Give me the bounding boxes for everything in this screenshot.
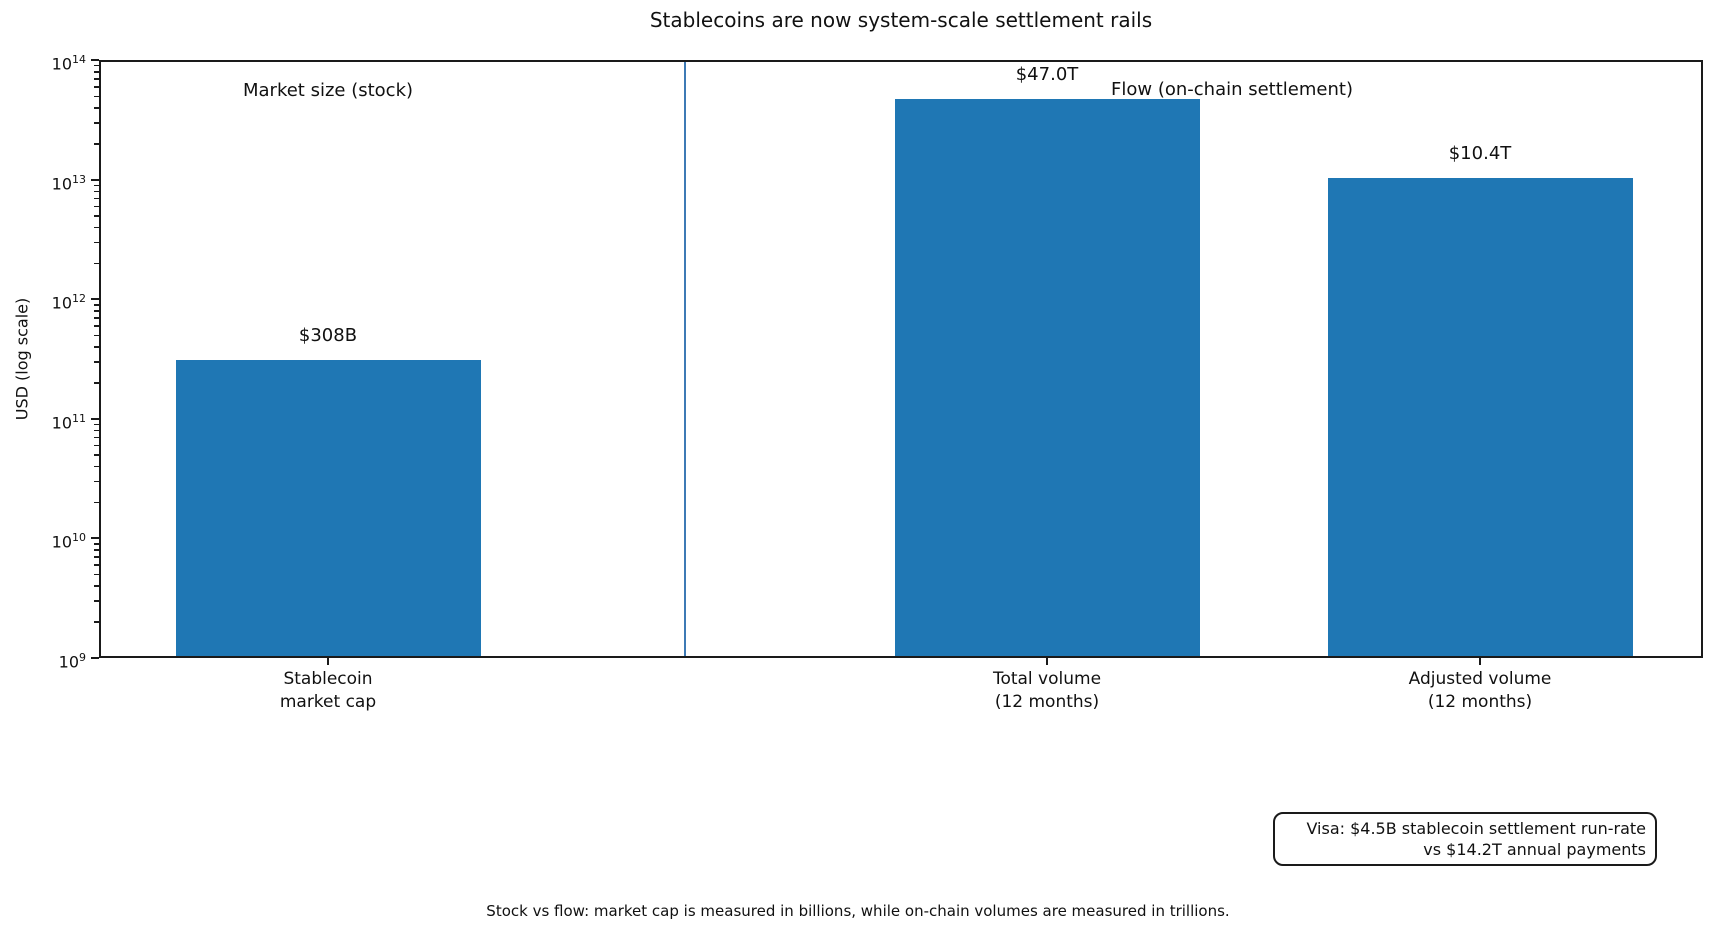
y-minor-tick (94, 621, 99, 623)
y-minor-tick (94, 71, 99, 73)
y-minor-tick (94, 361, 99, 363)
y-minor-tick (94, 436, 99, 439)
y-minor-tick (94, 190, 99, 193)
y-minor-tick (94, 317, 99, 319)
visa-comparison-note-box: Visa: $4.5B stablecoin settlement run-ra… (1273, 812, 1657, 867)
y-minor-tick (94, 325, 99, 327)
y-tick-label: 109 (58, 651, 86, 672)
y-minor-tick (94, 64, 99, 67)
y-tick-label: 1012 (51, 292, 86, 313)
y-minor-tick (94, 304, 99, 306)
y-minor-tick (94, 226, 99, 229)
y-minor-tick (94, 543, 99, 545)
y-tick-label: 1010 (51, 531, 86, 552)
y-minor-tick (94, 429, 99, 432)
y-minor-tick (94, 310, 99, 312)
y-tick (91, 657, 99, 659)
y-minor-tick (94, 184, 99, 187)
y-minor-tick (94, 444, 99, 447)
y-minor-tick (94, 86, 99, 88)
y-tick-label: 1014 (51, 53, 86, 74)
y-tick (91, 59, 99, 61)
y-minor-tick (94, 241, 99, 244)
y-minor-tick (94, 95, 99, 97)
y-minor-tick (94, 78, 99, 80)
y-tick-label: 1013 (51, 172, 86, 193)
bar-1 (175, 360, 481, 658)
x-tick-label: Adjusted volume (12 months) (1408, 669, 1552, 712)
x-tick-label: Total volume (12 months) (992, 669, 1102, 712)
x-tick (1479, 658, 1481, 665)
y-minor-tick (94, 107, 99, 109)
y-tick (91, 178, 99, 181)
y-minor-tick (94, 480, 99, 483)
bar-3 (1327, 177, 1633, 658)
y-minor-tick (94, 382, 99, 384)
y-tick (91, 417, 99, 420)
y-minor-tick (94, 197, 99, 200)
bar-2 (894, 99, 1200, 658)
y-tick-label: 1011 (51, 411, 86, 433)
y-minor-tick (94, 501, 99, 504)
y-minor-tick (94, 600, 99, 602)
y-minor-tick (94, 564, 99, 566)
y-minor-tick (94, 585, 99, 587)
y-minor-tick (94, 346, 99, 348)
bar-value-label: $47.0T (1015, 64, 1079, 86)
y-minor-tick (94, 334, 99, 337)
stock-flow-divider-line (684, 60, 686, 658)
y-minor-tick (94, 262, 99, 265)
y-minor-tick (94, 465, 99, 468)
annotation-market-size-stock: Market size (stock) (242, 80, 414, 101)
y-minor-tick (94, 122, 99, 124)
y-minor-tick (94, 205, 99, 208)
figure-caption: Stock vs flow: market cap is measured in… (486, 902, 1230, 920)
x-tick-label: Stablecoin market cap (279, 669, 377, 712)
y-minor-tick (94, 549, 99, 551)
bar-value-label: $10.4T (1448, 142, 1512, 164)
y-minor-tick (94, 423, 99, 426)
y-minor-tick (94, 556, 99, 558)
y-axis-label: USD (log scale) (12, 297, 32, 421)
y-tick (91, 537, 99, 540)
annotation-flow-onchain-settlement: Flow (on-chain settlement) (1111, 79, 1353, 100)
chart-title: Stablecoins are now system-scale settlem… (649, 8, 1153, 32)
y-minor-tick (94, 454, 99, 456)
y-minor-tick (94, 573, 99, 576)
y-minor-tick (94, 215, 99, 217)
x-tick (327, 658, 329, 665)
y-tick (91, 298, 99, 301)
y-minor-tick (94, 143, 99, 145)
bar-value-label: $308B (298, 325, 358, 347)
x-tick (1046, 658, 1048, 665)
